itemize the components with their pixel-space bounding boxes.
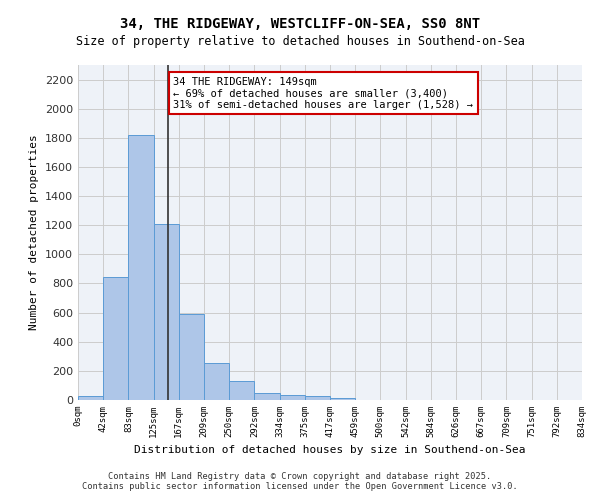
Text: 34, THE RIDGEWAY, WESTCLIFF-ON-SEA, SS0 8NT: 34, THE RIDGEWAY, WESTCLIFF-ON-SEA, SS0 … <box>120 18 480 32</box>
Bar <box>330 398 355 400</box>
Bar <box>103 277 128 400</box>
Bar <box>229 381 254 400</box>
Text: 34 THE RIDGEWAY: 149sqm
← 69% of detached houses are smaller (3,400)
31% of semi: 34 THE RIDGEWAY: 149sqm ← 69% of detache… <box>173 76 473 110</box>
Bar <box>128 135 154 400</box>
Bar <box>204 363 229 400</box>
Bar <box>78 396 103 400</box>
Text: Contains HM Land Registry data © Crown copyright and database right 2025.
Contai: Contains HM Land Registry data © Crown c… <box>82 472 518 491</box>
Bar <box>154 224 179 400</box>
Y-axis label: Number of detached properties: Number of detached properties <box>29 134 40 330</box>
X-axis label: Distribution of detached houses by size in Southend-on-Sea: Distribution of detached houses by size … <box>134 446 526 456</box>
Text: Size of property relative to detached houses in Southend-on-Sea: Size of property relative to detached ho… <box>76 35 524 48</box>
Bar <box>280 395 305 400</box>
Bar <box>179 314 204 400</box>
Bar <box>305 396 330 400</box>
Bar <box>254 394 280 400</box>
